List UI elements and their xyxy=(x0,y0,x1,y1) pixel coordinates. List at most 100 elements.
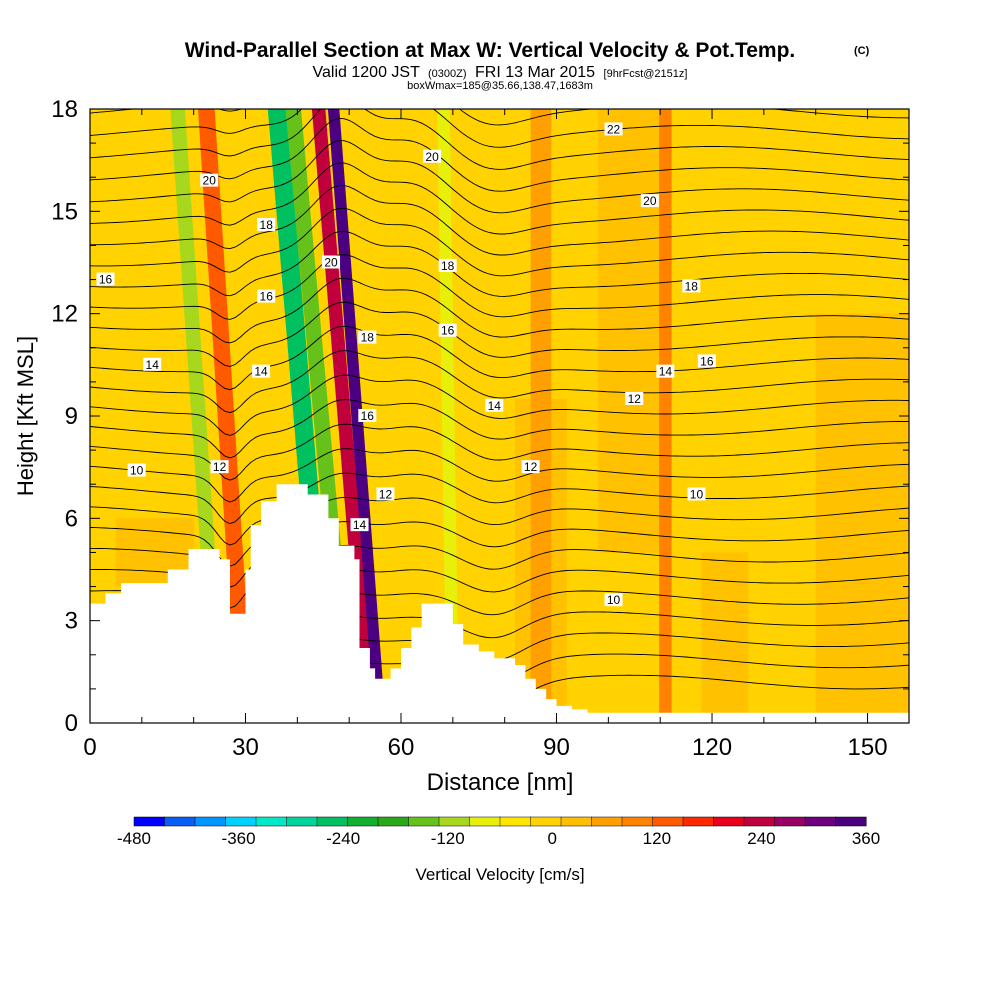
theta-contour xyxy=(90,496,909,546)
contour-label-text: 14 xyxy=(659,365,673,379)
y-tick-label: 12 xyxy=(51,301,78,328)
contour-label: 16 xyxy=(358,409,377,423)
contour-label-text: 20 xyxy=(324,256,338,270)
chart-subtitle: Valid 1200 JST (0300Z) FRI 13 Mar 2015 [… xyxy=(313,64,688,81)
colorbar-swatch xyxy=(835,816,867,827)
contour-label-text: 10 xyxy=(690,487,704,501)
contour-label-box xyxy=(252,364,271,378)
colorbar-swatch xyxy=(133,816,166,827)
colorbar-swatch xyxy=(621,816,654,827)
velocity-band xyxy=(327,109,386,723)
subtitle-utc: (0300Z) xyxy=(428,68,467,80)
contour-label-text: 16 xyxy=(361,409,375,423)
theta-contour xyxy=(90,350,909,414)
box-info: boxWmax=185@35.66,138.47,1683m xyxy=(407,80,593,92)
theta-contour xyxy=(90,230,909,297)
terrain xyxy=(90,484,909,723)
contour-label: 14 xyxy=(252,364,271,379)
colorbar-swatch xyxy=(591,816,623,827)
contour-label: 12 xyxy=(376,487,395,501)
contour-label-text: 10 xyxy=(130,464,144,478)
contour-label: 16 xyxy=(257,289,276,304)
y-tick-label: 18 xyxy=(51,96,78,123)
y-axis: 0 3 6 9 12 15 18 xyxy=(51,96,909,737)
colorbar-tick-label: 120 xyxy=(643,829,671,848)
velocity-patch xyxy=(701,552,749,713)
theta-contour xyxy=(90,118,909,192)
contour-label-box xyxy=(682,279,701,293)
theta-contour xyxy=(90,301,909,367)
contour-label-box xyxy=(640,194,659,208)
contour-label-text: 18 xyxy=(361,331,375,345)
colorbar-swatch xyxy=(682,816,715,827)
contour-label: 14 xyxy=(350,518,369,532)
x-tick-label: 150 xyxy=(848,734,888,761)
contour-label-box xyxy=(143,357,162,371)
contour-label-box xyxy=(438,323,457,337)
contour-label-text: 18 xyxy=(441,259,455,273)
x-axis: 0 30 60 90 120 150 xyxy=(83,109,888,761)
chart-title: Wind-Parallel Section at Max W: Vertical… xyxy=(185,39,796,62)
contour-label: 14 xyxy=(143,357,162,372)
contour-label-box xyxy=(376,487,395,501)
contour-label-text: 12 xyxy=(524,460,538,474)
contour-label: 12 xyxy=(210,460,229,474)
contour-label: 18 xyxy=(438,258,457,273)
colorbar-swatch xyxy=(743,816,776,827)
theta-contour xyxy=(90,207,909,277)
y-tick-label: 0 xyxy=(65,710,78,737)
contour-label-text: 20 xyxy=(643,194,657,208)
title-mark: (C) xyxy=(854,45,870,57)
theta-contour xyxy=(90,185,909,256)
contour-label-text: 20 xyxy=(203,174,217,188)
colorbar-swatch xyxy=(499,816,532,827)
contour-label: 20 xyxy=(640,194,659,208)
contour-label-box xyxy=(697,354,716,368)
contour-label-text: 14 xyxy=(254,365,268,379)
contour-label-box xyxy=(257,217,276,231)
contour-label-text: 12 xyxy=(379,487,393,501)
y-tick-label: 9 xyxy=(65,403,78,430)
velocity-band xyxy=(659,109,672,723)
contour-label-text: 16 xyxy=(700,354,714,368)
theta-contour xyxy=(90,254,909,320)
contour-label-box xyxy=(127,463,146,477)
contour-label-box xyxy=(210,460,229,474)
contour-label-box xyxy=(485,398,504,412)
contour-label: 18 xyxy=(358,330,377,345)
y-tick-label: 15 xyxy=(51,198,78,225)
theta-contour xyxy=(90,423,909,481)
contour-label: 12 xyxy=(521,460,540,474)
contour-label: 22 xyxy=(604,122,623,136)
colorbar-tick-label: -120 xyxy=(431,829,465,848)
colorbar-swatch xyxy=(255,816,288,827)
contour-label-text: 12 xyxy=(628,392,642,406)
colorbar-swatch xyxy=(347,816,379,827)
colorbar-tick-label: -240 xyxy=(326,829,360,848)
contour-label-box xyxy=(687,487,706,501)
theta-contour xyxy=(90,374,909,436)
contour-label-text: 14 xyxy=(488,399,502,413)
x-tick-label: 90 xyxy=(543,734,570,761)
contour-label: 14 xyxy=(656,364,675,379)
theta-contour xyxy=(90,277,909,344)
terrain-mask xyxy=(90,484,909,723)
colorbar-swatch xyxy=(560,816,593,827)
contour-label: 20 xyxy=(423,149,442,164)
theta-contour xyxy=(90,109,909,126)
contour-label: 12 xyxy=(625,391,644,406)
contour-label-box xyxy=(656,364,675,378)
contour-labels: 22 20 20 20 18 20 18 16 18 16 16 18 16 14 14 14 12 14 16 12… xyxy=(96,122,716,607)
theta-contour xyxy=(90,472,909,525)
velocity-patch xyxy=(815,313,909,713)
contour-label-box xyxy=(625,391,644,405)
colorbar-swatch xyxy=(377,816,410,827)
colorbar-swatch xyxy=(530,816,562,827)
contour-label-box xyxy=(423,149,442,163)
contour-label: 10 xyxy=(687,487,706,501)
contour-label-text: 14 xyxy=(146,358,160,372)
velocity-patch xyxy=(597,109,671,553)
contour-label: 14 xyxy=(485,398,504,413)
contour-label: 16 xyxy=(96,272,115,287)
